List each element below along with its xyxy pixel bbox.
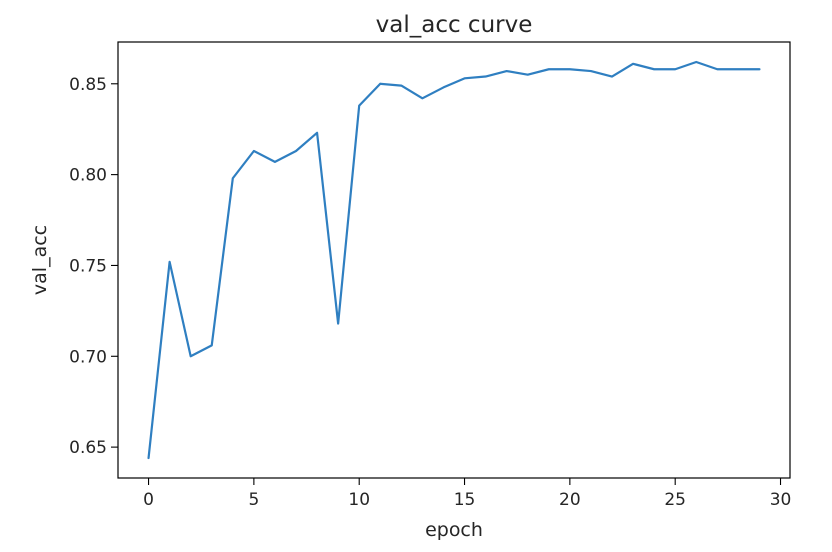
y-axis-label: val_acc — [29, 225, 51, 295]
series-layer — [147, 60, 761, 460]
x-axis-ticks: 0 5 10 15 20 25 30 — [143, 478, 791, 510]
axes — [117, 41, 791, 479]
y-tick-label: 0.75 — [69, 256, 107, 276]
x-tick-label: 10 — [348, 490, 370, 510]
x-axis-label: epoch — [425, 519, 483, 541]
chart-title: val_acc curve — [376, 12, 533, 38]
y-axis-ticks: 0.65 0.70 0.75 0.80 0.85 — [69, 75, 118, 458]
y-tick-label: 0.70 — [69, 347, 107, 367]
series-line — [147, 60, 761, 460]
x-tick-label: 0 — [143, 490, 154, 510]
x-tick-label: 20 — [559, 490, 581, 510]
y-tick-label: 0.80 — [69, 166, 107, 186]
x-tick-label: 30 — [770, 490, 792, 510]
x-tick-label: 15 — [454, 490, 476, 510]
x-tick-label: 5 — [248, 490, 259, 510]
x-tick-label: 25 — [664, 490, 686, 510]
plot-frame — [117, 41, 791, 479]
y-tick-label: 0.85 — [69, 75, 107, 95]
y-tick-label: 0.65 — [69, 438, 107, 458]
